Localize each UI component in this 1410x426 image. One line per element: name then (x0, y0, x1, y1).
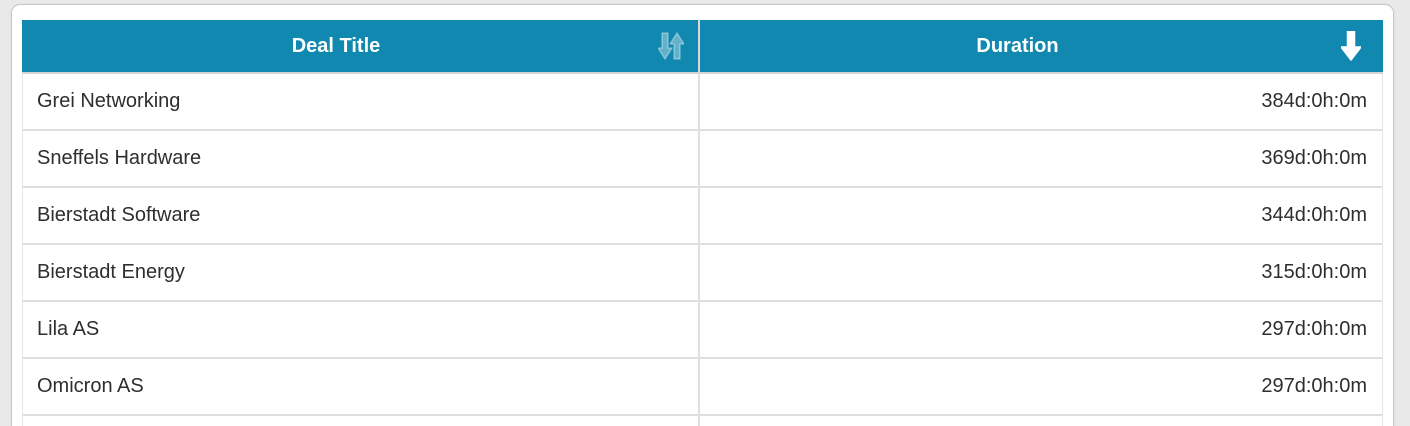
sort-both-icon[interactable] (657, 31, 685, 61)
duration-cell: 297d:0h:0m (700, 359, 1383, 416)
card: Deal Title Duration (11, 4, 1394, 426)
deal-title-cell (22, 416, 700, 426)
table-row[interactable]: Grei Networking 384d:0h:0m (22, 74, 1383, 131)
table-row[interactable]: Sneffels Hardware 369d:0h:0m (22, 131, 1383, 188)
deal-title-cell: Bierstadt Software (22, 188, 700, 245)
column-header-deal-title[interactable]: Deal Title (22, 20, 700, 74)
duration-cell: 344d:0h:0m (700, 188, 1383, 245)
sort-descending-icon[interactable] (1340, 30, 1362, 61)
duration-cell: 315d:0h:0m (700, 245, 1383, 302)
column-header-duration[interactable]: Duration (700, 20, 1383, 74)
table-body: Grei Networking 384d:0h:0m Sneffels Hardwa… (22, 74, 1383, 426)
table-row[interactable]: Bierstadt Energy 315d:0h:0m (22, 245, 1383, 302)
column-header-duration-label: Duration (976, 34, 1059, 57)
deal-title-cell: Sneffels Hardware (22, 131, 700, 188)
duration-cell: 369d:0h:0m (700, 131, 1383, 188)
duration-cell: 384d:0h:0m (700, 74, 1383, 131)
table-row[interactable]: Lila AS 297d:0h:0m (22, 302, 1383, 359)
table-row[interactable]: Bierstadt Software 344d:0h:0m (22, 188, 1383, 245)
duration-cell (700, 416, 1383, 426)
deals-table: Deal Title Duration (22, 20, 1383, 426)
table-header-row: Deal Title Duration (22, 20, 1383, 74)
deal-title-cell: Lila AS (22, 302, 700, 359)
deal-title-cell: Bierstadt Energy (22, 245, 700, 302)
deal-title-cell: Grei Networking (22, 74, 700, 131)
table-row-partial[interactable] (22, 416, 1383, 426)
duration-cell: 297d:0h:0m (700, 302, 1383, 359)
table-row[interactable]: Omicron AS 297d:0h:0m (22, 359, 1383, 416)
deal-title-cell: Omicron AS (22, 359, 700, 416)
column-header-deal-title-label: Deal Title (291, 34, 381, 57)
